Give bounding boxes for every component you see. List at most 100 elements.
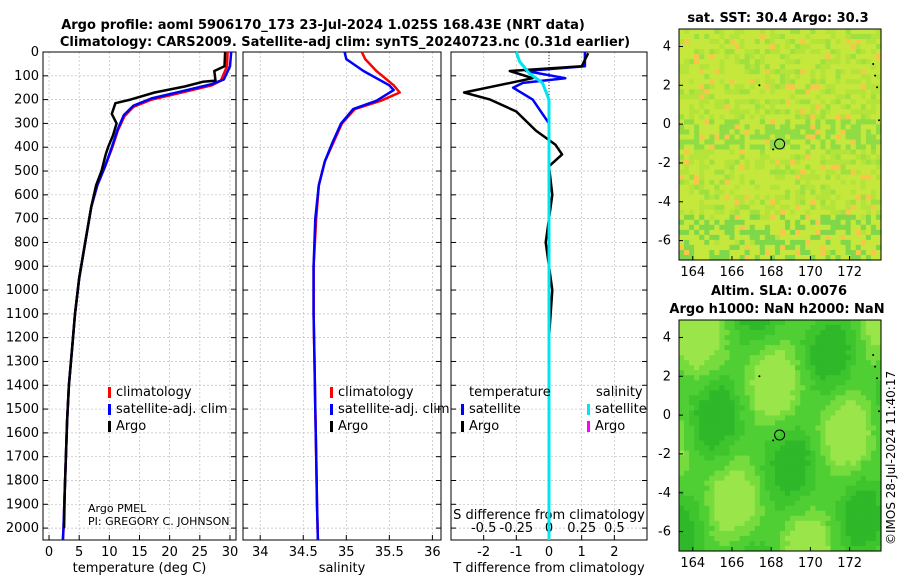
heatmap-cell xyxy=(759,255,766,261)
heatmap-cell xyxy=(865,164,872,171)
heatmap-cell xyxy=(754,244,761,251)
heatmap-cell xyxy=(704,375,710,381)
heatmap-cell xyxy=(855,541,862,547)
heatmap-cell xyxy=(780,325,786,331)
heatmap-cell xyxy=(724,114,731,120)
heatmap-cell xyxy=(764,400,771,406)
heatmap-cell xyxy=(780,520,786,527)
heatmap-cell xyxy=(734,164,741,171)
heatmap-cell xyxy=(714,154,720,161)
heatmap-cell xyxy=(830,450,837,457)
heatmap-cell xyxy=(815,490,821,497)
heatmap-cell xyxy=(810,385,816,391)
heatmap-cell xyxy=(775,104,781,110)
heatmap-cell xyxy=(840,54,847,60)
heatmap-cell xyxy=(729,530,736,537)
heatmap-cell xyxy=(825,425,832,432)
heatmap-cell xyxy=(855,49,862,55)
heatmap-cell xyxy=(709,365,715,371)
heatmap-cell xyxy=(800,320,806,326)
heatmap-cell xyxy=(744,179,751,186)
heatmap-cell xyxy=(785,84,791,90)
heatmap-cell xyxy=(719,380,725,386)
y-tick-label: -6 xyxy=(658,234,671,249)
heatmap-cell xyxy=(785,400,791,406)
heatmap-cell xyxy=(739,234,746,241)
heatmap-cell xyxy=(860,234,867,241)
heatmap-cell xyxy=(850,415,857,421)
heatmap-cell xyxy=(734,204,741,211)
heatmap-cell xyxy=(704,535,710,542)
heatmap-cell xyxy=(800,119,806,125)
heatmap-cell xyxy=(734,325,741,331)
heatmap-cell xyxy=(749,49,756,55)
heatmap-cell xyxy=(724,129,731,135)
heatmap-cell xyxy=(754,54,761,60)
heatmap-cell xyxy=(754,530,761,537)
x-tick-label: 166 xyxy=(720,265,745,280)
heatmap-cell xyxy=(790,365,796,371)
heatmap-cell xyxy=(830,154,837,161)
heatmap-cell xyxy=(870,139,877,146)
heatmap-cell xyxy=(850,54,857,60)
heatmap-cell xyxy=(840,129,847,135)
heatmap-cell xyxy=(699,355,705,361)
heatmap-cell xyxy=(714,541,720,547)
heatmap-cell xyxy=(694,79,700,85)
heatmap-cell xyxy=(759,420,766,426)
heatmap-cell xyxy=(739,385,746,391)
heatmap-cell xyxy=(785,515,791,522)
s-tick-label: -0.25 xyxy=(500,521,534,536)
heatmap-cell xyxy=(679,29,685,35)
heatmap-cell xyxy=(709,475,715,482)
heatmap-cell xyxy=(734,420,741,426)
heatmap-cell xyxy=(815,114,821,120)
heatmap-cell xyxy=(684,420,690,426)
heatmap-cell xyxy=(850,395,857,401)
heatmap-cell xyxy=(719,480,725,487)
heatmap-cell xyxy=(739,380,746,386)
heatmap-cell xyxy=(845,29,852,35)
heatmap-cell xyxy=(840,169,847,176)
heatmap-cell xyxy=(734,450,741,457)
heatmap-cell xyxy=(876,119,882,125)
heatmap-cell xyxy=(820,69,826,75)
heatmap-cell xyxy=(684,69,690,75)
heatmap-cell xyxy=(749,330,756,336)
heatmap-cell xyxy=(825,84,832,90)
heatmap-cell xyxy=(724,174,731,181)
heatmap-cell xyxy=(840,239,847,246)
heatmap-cell xyxy=(759,450,766,457)
heatmap-cell xyxy=(790,194,796,201)
heatmap-cell xyxy=(790,420,796,426)
heatmap-cell xyxy=(830,250,837,256)
heatmap-cell xyxy=(724,500,731,507)
heatmap-cell xyxy=(876,84,882,90)
heatmap-cell xyxy=(785,114,791,120)
heatmap-cell xyxy=(870,440,877,447)
y-tick-label: 1500 xyxy=(6,402,39,417)
heatmap-cell xyxy=(744,525,751,532)
heatmap-cell xyxy=(855,199,862,206)
heatmap-cell xyxy=(865,184,872,191)
heatmap-cell xyxy=(704,370,710,376)
heatmap-cell xyxy=(830,510,837,517)
heatmap-cell xyxy=(815,450,821,457)
heatmap-cell xyxy=(810,79,816,85)
heatmap-cell xyxy=(734,485,741,492)
heatmap-cell xyxy=(805,525,811,532)
heatmap-cell xyxy=(870,179,877,186)
heatmap-cell xyxy=(744,340,751,346)
heatmap-cell xyxy=(724,209,731,216)
heatmap-cell xyxy=(870,395,877,401)
heatmap-cell xyxy=(704,44,710,50)
heatmap-cell xyxy=(790,104,796,110)
heatmap-cell xyxy=(714,480,720,487)
heatmap-cell xyxy=(825,229,832,236)
heatmap-cell xyxy=(785,139,791,146)
heatmap-cell xyxy=(699,209,705,216)
heatmap-cell xyxy=(815,149,821,156)
heatmap-cell xyxy=(769,114,776,120)
heatmap-cell xyxy=(714,515,720,522)
heatmap-cell xyxy=(825,169,832,176)
